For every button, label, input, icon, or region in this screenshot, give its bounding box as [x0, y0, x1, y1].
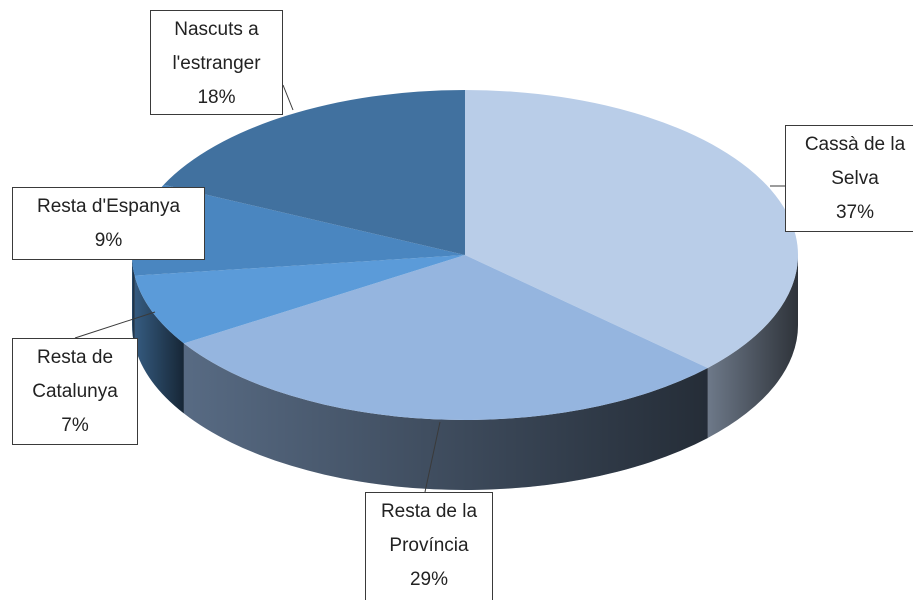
slice: [183, 255, 708, 421]
data-label: Cassà de la Selva 37%: [785, 125, 913, 232]
label-name: Resta de la Província: [380, 501, 478, 556]
slice: [131, 184, 465, 276]
label-name: Cassà de la Selva: [804, 134, 906, 189]
leader-line: [74, 311, 156, 339]
slice-side-shade: [132, 255, 135, 346]
slice-side-shade: [183, 343, 708, 491]
leader-line: [424, 421, 441, 493]
slice-side-shade: [707, 255, 798, 438]
data-label: Resta d'Espanya 9%: [12, 187, 205, 260]
slice: [163, 89, 465, 255]
slice: [134, 255, 466, 344]
label-name: Resta de Catalunya: [32, 347, 118, 402]
label-value: 29%: [409, 569, 449, 590]
label-name: Nascuts a l'estranger: [172, 19, 261, 74]
label-name: Resta d'Espanya: [36, 196, 181, 217]
data-label: Resta de la Província 29%: [365, 492, 493, 600]
label-value: 37%: [835, 202, 875, 223]
slice-side-shade: [134, 275, 184, 414]
leader-line: [282, 84, 294, 111]
data-label: Resta de Catalunya 7%: [12, 338, 138, 445]
slice: [465, 90, 799, 368]
label-value: 7%: [61, 415, 89, 436]
label-value: 18%: [197, 87, 236, 108]
data-label: Nascuts a l'estranger 18%: [150, 10, 283, 115]
label-value: 9%: [94, 230, 123, 251]
